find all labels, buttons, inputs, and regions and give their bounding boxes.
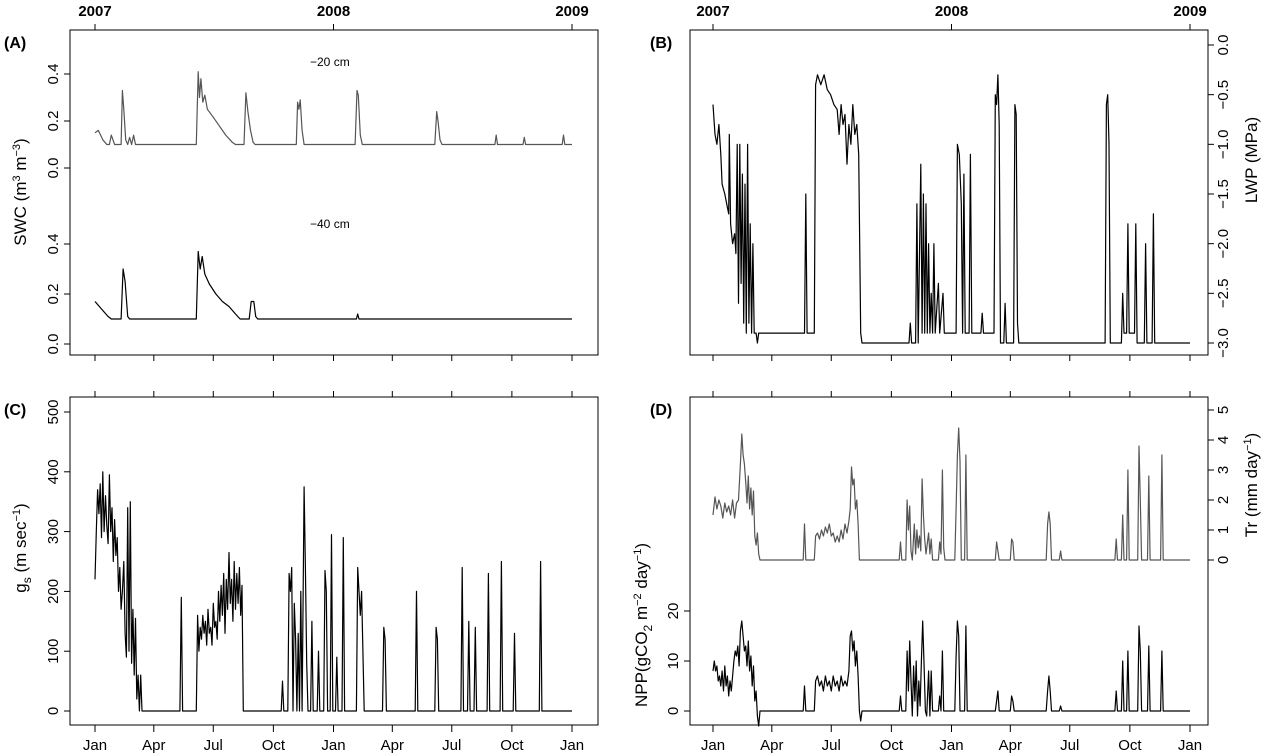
panel-d-frame xyxy=(689,396,1209,726)
panel-c-month-label: Jul xyxy=(442,737,461,754)
panel-b-label: (B) xyxy=(650,35,672,52)
top-year-left-label: 2009 xyxy=(555,3,588,20)
panel-a-lower-y-label: 0.0 xyxy=(45,334,62,355)
panel-b-ylabel: LWP (MPa) xyxy=(1242,117,1261,203)
panel-c-y-label: 0 xyxy=(45,707,62,715)
panel-d-month-label: Jul xyxy=(822,737,841,754)
panel-b-lwp-line xyxy=(712,74,1190,344)
panel-a-upper-y-label: 0.0 xyxy=(45,158,62,179)
panel-c-label: (C) xyxy=(4,402,26,419)
panel-d-month-label: Apr xyxy=(760,737,783,754)
panel-c-y-label: 200 xyxy=(45,579,62,604)
panel-d-left-y-label: 0 xyxy=(665,707,682,715)
panel-d-tr-line xyxy=(712,427,1190,561)
panel-d-right-y-label: 5 xyxy=(1215,406,1232,414)
panel-a-lower-y-label: 0.2 xyxy=(45,284,62,305)
panel-d-right-ylabel: Tr (mm day−1) xyxy=(1242,433,1261,537)
panel-d-month-label: Jan xyxy=(1178,737,1202,754)
panel-c-gs-line xyxy=(94,471,572,712)
panel-d-month-label: Jul xyxy=(1060,737,1079,754)
panel-c-month-label: Jan xyxy=(560,737,584,754)
top-year-left-label: 2007 xyxy=(78,3,111,20)
top-year-right-label: 2007 xyxy=(696,3,729,20)
panel-a-series-40cm-label: −40 cm xyxy=(310,217,350,231)
panel-d-month-label: Oct xyxy=(880,737,904,754)
panel-a-frame xyxy=(69,29,599,356)
panel-d-right-y-label: 1 xyxy=(1215,526,1232,534)
panel-c-month-label: Jan xyxy=(83,737,107,754)
panel-c-y-label: 300 xyxy=(45,519,62,544)
panel-c-month-label: Oct xyxy=(262,737,286,754)
panel-d-month-label: Oct xyxy=(1118,737,1142,754)
panel-d-month-label: Jan xyxy=(939,737,963,754)
panel-b-frame xyxy=(689,29,1209,356)
panel-c-month-label: Oct xyxy=(500,737,524,754)
panel-a-ylabel: SWC (m3 m−3) xyxy=(11,138,30,245)
panel-d-left-ylabel: NPP(gCO2 m−2 day−1) xyxy=(632,543,655,707)
panel-b-y-label: −1.0 xyxy=(1215,130,1232,160)
panel-d-right-y-label: 0 xyxy=(1215,556,1232,564)
panel-d-right-y-label: 2 xyxy=(1215,496,1232,504)
panel-d-label: (D) xyxy=(650,402,672,419)
panel-b-y-label: −1.5 xyxy=(1215,179,1232,209)
top-year-left-label: 2008 xyxy=(317,3,350,20)
panel-c-y-label: 500 xyxy=(45,399,62,424)
panel-b-y-label: −2.0 xyxy=(1215,229,1232,259)
panel-b-y-label: −3.0 xyxy=(1215,328,1232,358)
panel-c-month-label: Apr xyxy=(381,737,404,754)
panel-c-month-label: Jan xyxy=(321,737,345,754)
panel-c-month-label: Jul xyxy=(204,737,223,754)
panel-c-frame xyxy=(69,396,599,726)
panel-c-month-label: Apr xyxy=(142,737,165,754)
panel-b-y-label: 0.0 xyxy=(1215,35,1232,56)
panel-b-y-label: −0.5 xyxy=(1215,80,1232,110)
panel-a-upper-y-label: 0.2 xyxy=(45,111,62,132)
panel-d-right-y-label: 4 xyxy=(1215,436,1232,444)
panel-d-month-label: Jan xyxy=(701,737,725,754)
panel-a-series-20cm-label: −20 cm xyxy=(310,55,350,69)
panel-a-upper-y-label: 0.4 xyxy=(45,64,62,85)
panel-d-month-label: Apr xyxy=(999,737,1022,754)
panel-a-label: (A) xyxy=(4,35,26,52)
panel-d-right-y-label: 3 xyxy=(1215,466,1232,474)
top-year-right-label: 2009 xyxy=(1173,3,1206,20)
panel-d-left-y-label: 20 xyxy=(665,603,682,620)
panel-c-y-label: 100 xyxy=(45,639,62,664)
panel-d-npp-line xyxy=(712,620,1190,727)
ticks-layer: 2007 2008 2009 2007 2008 2009 Jan Apr Jul Oct Jan A… xyxy=(45,3,1232,754)
top-year-right-label: 2008 xyxy=(935,3,968,20)
series-layer xyxy=(94,71,1190,727)
panel-c-ylabel: gs (m sec−1) xyxy=(11,503,34,592)
panel-b-y-label: −2.5 xyxy=(1215,279,1232,309)
panel-d-left-y-label: 10 xyxy=(665,653,682,670)
panel-a-swc-40cm-line xyxy=(94,250,572,320)
panel-a-swc-20cm-line xyxy=(94,71,572,146)
panel-c-y-label: 400 xyxy=(45,459,62,484)
panel-a-lower-y-label: 0.4 xyxy=(45,234,62,255)
